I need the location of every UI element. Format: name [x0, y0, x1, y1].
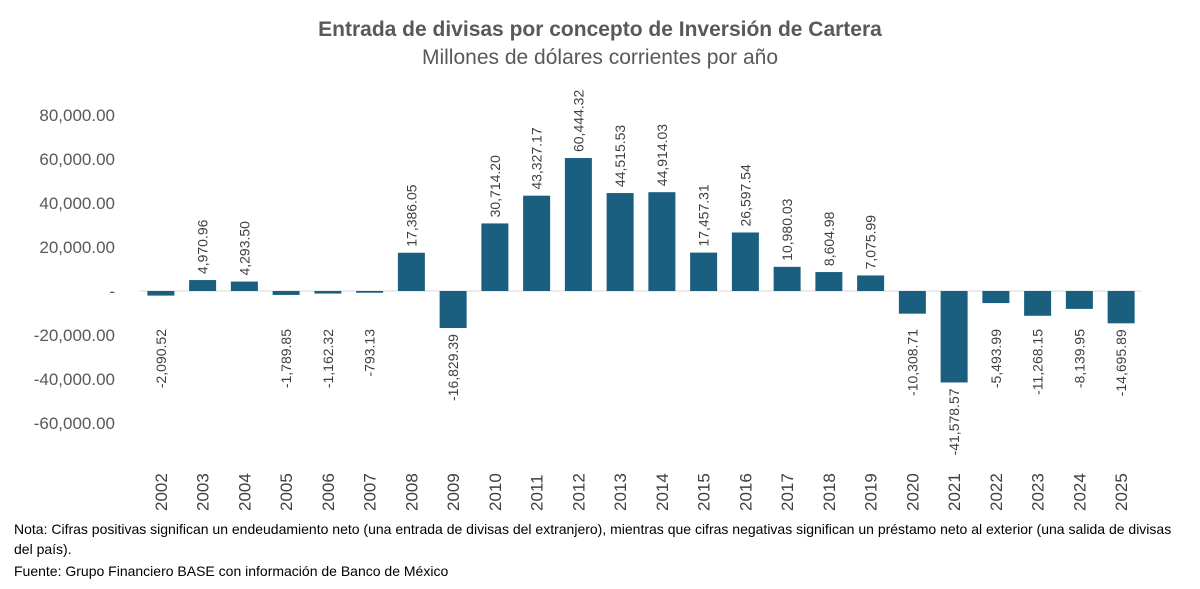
y-tick-label: -	[109, 282, 115, 301]
bar	[356, 291, 384, 293]
data-label: 17,386.05	[403, 184, 419, 246]
x-tick-label: 2023	[1029, 473, 1048, 511]
bar-chart: 80,000.00 60,000.00 40,000.00 20,000.00 - -20…	[34, 90, 1142, 511]
x-tick-label: 2025	[1112, 473, 1131, 511]
bar	[147, 291, 175, 296]
x-tick-label: 2017	[778, 473, 797, 511]
bar	[940, 291, 968, 383]
data-label: 44,515.53	[612, 125, 628, 187]
data-label: -14,695.89	[1113, 329, 1129, 396]
data-label: -1,162.32	[320, 329, 336, 388]
x-tick-label: 2003	[194, 473, 213, 511]
y-tick-label: 20,000.00	[39, 238, 115, 257]
bar	[815, 272, 843, 291]
x-tick-label: 2013	[611, 473, 630, 511]
chart-source: Fuente: Grupo Financiero BASE con inform…	[14, 563, 449, 579]
x-tick-label: 2022	[987, 473, 1006, 511]
chart-note: Nota: Cifras positivas significan un end…	[14, 521, 1172, 557]
data-label: -16,829.39	[445, 334, 461, 401]
bar	[189, 280, 217, 291]
bar	[314, 291, 342, 294]
bar	[523, 195, 551, 291]
bar	[481, 223, 509, 291]
bar	[439, 291, 467, 329]
x-tick-label: 2010	[486, 473, 505, 511]
x-tick-label: 2021	[945, 473, 964, 511]
data-label: 10,980.03	[779, 198, 795, 260]
bar	[1024, 291, 1052, 316]
x-tick-label: 2012	[569, 473, 588, 511]
data-label: 8,604.98	[821, 211, 837, 266]
x-tick-label: 2019	[862, 473, 881, 511]
x-tick-label: 2006	[319, 473, 338, 511]
bar	[1065, 291, 1093, 309]
data-label: -11,268.15	[1030, 329, 1046, 395]
x-tick-label: 2020	[903, 473, 922, 511]
chart-subtitle: Millones de dólares corrientes por año	[421, 46, 779, 69]
bar	[606, 193, 634, 291]
data-label: 30,714.20	[487, 155, 503, 217]
y-tick-label: 60,000.00	[39, 150, 115, 169]
bar	[230, 281, 258, 291]
x-tick-label: 2009	[444, 473, 463, 511]
chart-title: Entrada de divisas por concepto de Inver…	[318, 18, 882, 41]
x-tick-label: 2002	[152, 473, 171, 511]
x-tick-label: 2018	[820, 473, 839, 511]
x-tick-label: 2011	[528, 474, 547, 511]
bar	[982, 291, 1010, 304]
x-tick-label: 2024	[1070, 473, 1089, 511]
data-label: -41,578.57	[946, 388, 962, 455]
data-label: 7,075.99	[863, 215, 879, 270]
bar	[690, 252, 718, 291]
data-label: -2,090.52	[153, 329, 169, 388]
x-tick-label: 2007	[361, 473, 380, 511]
bar	[272, 291, 300, 295]
bar	[773, 266, 801, 291]
data-label: 17,457.31	[696, 184, 712, 246]
x-tick-label: 2004	[235, 473, 254, 511]
bar	[857, 275, 885, 291]
y-tick-label: -60,000.00	[34, 414, 115, 433]
x-tick-label: 2015	[695, 473, 714, 511]
data-label: 44,914.03	[654, 124, 670, 186]
data-label: -793.13	[362, 329, 378, 377]
data-label: -5,493.99	[988, 329, 1004, 388]
y-tick-label: -20,000.00	[34, 326, 115, 345]
data-label: -10,308.71	[904, 329, 920, 396]
bar	[731, 232, 759, 291]
x-tick-label: 2005	[277, 473, 296, 511]
y-tick-label: 80,000.00	[39, 106, 115, 125]
bar	[397, 252, 425, 291]
x-tick-label: 2016	[736, 473, 755, 511]
data-label: -8,139.95	[1071, 329, 1087, 388]
bar	[564, 158, 592, 291]
y-tick-label: 40,000.00	[39, 194, 115, 213]
bar	[1107, 291, 1135, 324]
bar	[898, 291, 926, 314]
data-label: 26,597.54	[737, 164, 753, 226]
data-label: 60,444.32	[570, 90, 586, 152]
data-label: -1,789.85	[278, 329, 294, 388]
x-tick-label: 2014	[653, 473, 672, 511]
x-tick-label: 2008	[402, 473, 421, 511]
bar	[648, 192, 676, 291]
data-label: 4,293.50	[236, 221, 252, 276]
data-label: 43,327.17	[529, 127, 545, 189]
y-tick-label: -40,000.00	[34, 370, 115, 389]
data-label: 4,970.96	[195, 219, 211, 274]
